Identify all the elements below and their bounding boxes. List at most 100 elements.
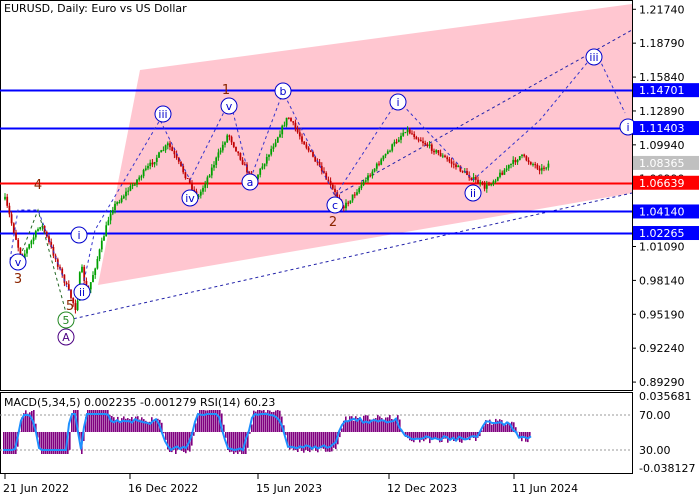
wave-circle-text: ii	[470, 187, 476, 200]
candle-body-3	[8, 205, 11, 215]
candle-body-6	[15, 232, 17, 240]
candle-body-211	[466, 171, 468, 175]
candle-body-168	[371, 171, 374, 177]
candle-body-233	[514, 159, 517, 163]
macd-bar	[529, 432, 531, 437]
macd-bar	[399, 419, 401, 432]
wave-circle-ring	[9, 253, 27, 271]
macd-bar	[421, 432, 423, 440]
candle-body-60	[133, 184, 136, 186]
macd-bar	[105, 410, 107, 432]
candle-body-65	[144, 168, 147, 170]
candle-body-189	[417, 139, 420, 141]
candle-body-103	[228, 135, 231, 137]
candle-body-17	[39, 227, 42, 230]
candle-body-40	[89, 282, 92, 290]
macd-bar	[137, 416, 139, 432]
macd-bar	[419, 432, 421, 443]
candle-body-84	[186, 178, 189, 179]
macd-bar	[163, 432, 165, 434]
macd-bar	[509, 424, 511, 432]
macd-bar	[237, 432, 239, 454]
candle-body-142	[314, 156, 317, 162]
candle-body-152	[336, 192, 339, 198]
macd-bar	[47, 432, 49, 454]
macd-bar	[371, 419, 373, 432]
macd-bar	[491, 424, 493, 432]
macd-bar	[5, 432, 7, 454]
macd-bar	[257, 410, 259, 432]
candle-body-47	[105, 225, 108, 237]
macd-bar	[107, 410, 109, 432]
wave-circle-i-12: i	[619, 118, 637, 136]
price-tick-label-3: 1.12890	[639, 105, 685, 118]
candle-body-116	[257, 174, 259, 180]
wave-circle-ring	[181, 189, 199, 207]
macd-bar	[405, 432, 407, 437]
wave-circle-ring	[274, 82, 292, 100]
candle-body-234	[516, 160, 519, 163]
macd-bar	[121, 418, 123, 432]
macd-bar	[147, 421, 149, 432]
candle-body-50	[111, 210, 114, 214]
macd-bar	[193, 432, 195, 436]
macd-bar	[327, 432, 329, 452]
macd-bar	[285, 432, 287, 436]
macd-bar	[271, 412, 273, 432]
macd-bar	[55, 432, 57, 454]
candle-body-85	[188, 178, 191, 184]
price-tick-label-4: 1.09940	[639, 139, 685, 152]
candle-body-184	[406, 129, 409, 133]
candle-body-150	[331, 184, 334, 189]
candle-body-236	[521, 154, 523, 157]
macd-bar	[45, 432, 47, 454]
macd-bar	[435, 432, 437, 439]
time-tick-label-3: 12 Dec 2023	[387, 482, 457, 495]
macd-bar	[235, 432, 237, 453]
candle-body-222	[490, 184, 493, 186]
macd-bar	[169, 432, 171, 452]
macd-bar	[323, 432, 325, 449]
candle-body-122	[270, 148, 273, 155]
candle-body-183	[404, 132, 407, 134]
candle-body-124	[274, 142, 277, 147]
macd-bar	[165, 432, 167, 440]
macd-bar	[13, 432, 15, 454]
wave-circle-text: c	[332, 199, 338, 212]
macd-bar	[37, 432, 39, 438]
candle-body-238	[525, 156, 528, 161]
macd-bar	[469, 432, 471, 441]
macd-bar	[331, 432, 333, 452]
candle-body-87	[193, 189, 196, 192]
candle-body-46	[103, 236, 105, 241]
candle-body-237	[523, 154, 526, 157]
candle-body-2	[6, 196, 9, 206]
candle-body-59	[131, 185, 134, 186]
macd-bar	[453, 432, 455, 441]
macd-bar	[433, 432, 435, 438]
candle-body-120	[265, 156, 268, 164]
candle-body-69	[153, 162, 156, 165]
candle-body-193	[426, 144, 429, 146]
macd-bar	[261, 410, 263, 432]
macd-bar	[173, 432, 175, 450]
candle-body-219	[483, 183, 486, 189]
price-tick-label-2: 1.15840	[639, 71, 685, 84]
candle-body-190	[419, 139, 422, 142]
macd-bar	[325, 432, 327, 452]
wave-circle-text: A	[62, 331, 70, 344]
candle-body-246	[543, 167, 545, 169]
macd-bar	[185, 432, 187, 454]
candle-body-198	[437, 150, 440, 153]
level-tag-text-3: 1.04140	[639, 205, 685, 218]
macd-bar	[139, 419, 141, 432]
macd-bar	[71, 415, 73, 432]
macd-bar	[53, 432, 55, 454]
macd-bar	[269, 410, 271, 432]
macd-bar	[275, 410, 277, 432]
macd-bar	[499, 419, 501, 432]
candle-body-127	[281, 125, 284, 135]
macd-bar	[349, 416, 351, 432]
macd-bar	[23, 413, 25, 432]
